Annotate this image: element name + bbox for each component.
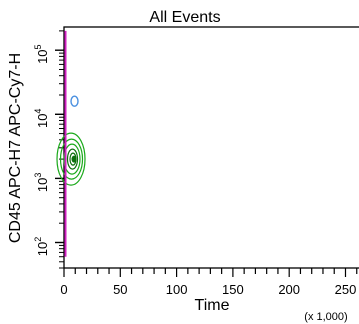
green-contour-ring: [63, 143, 81, 175]
plot-area: 0 50 100 150 200 250 102 103 104 105: [33, 26, 359, 297]
green-contour-ring: [56, 132, 86, 186]
green-contour-ring: [59, 138, 84, 180]
green-contour-ring: [66, 148, 79, 170]
x-tick-label: 0: [60, 282, 67, 297]
plot-frame: [63, 26, 359, 269]
chart-title: All Events: [149, 9, 220, 26]
x-tick-label: 150: [222, 282, 244, 297]
x-tick-label: 50: [113, 282, 127, 297]
y-tick-label: 105: [33, 44, 50, 63]
x-tick-label: 250: [335, 282, 357, 297]
x-axis-unit-label: (x 1,000): [304, 311, 347, 323]
x-axis-label: Time: [195, 297, 230, 314]
y-tick-label: 104: [33, 109, 50, 128]
y-tick-label: 102: [33, 237, 50, 256]
green-contour-core: [71, 155, 77, 163]
y-axis-label: CD45 APC-H7 APC-Cy7-H: [7, 53, 24, 243]
blue-event-cluster: [70, 95, 79, 107]
x-tick-label: 200: [278, 282, 300, 297]
x-tick-label: 100: [166, 282, 188, 297]
y-tick-label: 103: [33, 173, 50, 192]
